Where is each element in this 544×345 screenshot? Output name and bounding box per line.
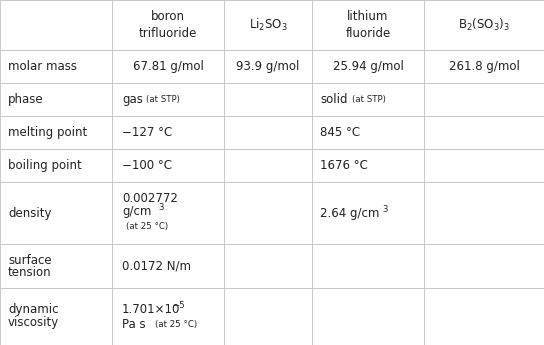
Bar <box>312 149 424 182</box>
Bar <box>424 182 544 244</box>
Text: gas: gas <box>122 93 143 106</box>
Bar <box>224 244 312 288</box>
Bar <box>312 182 424 244</box>
Text: tension: tension <box>8 266 52 278</box>
Text: phase: phase <box>8 93 44 106</box>
Text: molar mass: molar mass <box>8 60 77 73</box>
Text: (at 25 °C): (at 25 °C) <box>126 221 168 230</box>
Bar <box>0 83 112 116</box>
Bar <box>312 244 424 288</box>
Bar <box>312 288 424 345</box>
Bar <box>312 83 424 116</box>
Text: $\mathrm{Li_2SO_3}$: $\mathrm{Li_2SO_3}$ <box>249 17 287 33</box>
Text: 1676 °C: 1676 °C <box>320 159 368 172</box>
Bar <box>224 116 312 149</box>
Text: −100 °C: −100 °C <box>122 159 172 172</box>
Bar <box>112 149 224 182</box>
Text: boron
trifluoride: boron trifluoride <box>139 10 197 40</box>
Bar <box>224 182 312 244</box>
Bar <box>0 116 112 149</box>
Text: 67.81 g/mol: 67.81 g/mol <box>133 60 203 73</box>
Bar <box>424 50 544 83</box>
Bar <box>0 288 112 345</box>
Text: density: density <box>8 207 52 219</box>
Bar <box>112 50 224 83</box>
Text: viscosity: viscosity <box>8 316 59 329</box>
Text: g/cm: g/cm <box>122 205 151 217</box>
Text: 93.9 g/mol: 93.9 g/mol <box>236 60 300 73</box>
Text: 0.0172 N/m: 0.0172 N/m <box>122 259 191 273</box>
Bar <box>0 244 112 288</box>
Text: boiling point: boiling point <box>8 159 82 172</box>
Bar <box>0 149 112 182</box>
Bar <box>424 0 544 50</box>
Bar <box>0 182 112 244</box>
Text: lithium
fluoride: lithium fluoride <box>345 10 391 40</box>
Text: melting point: melting point <box>8 126 87 139</box>
Bar <box>112 182 224 244</box>
Bar <box>224 50 312 83</box>
Text: (at STP): (at STP) <box>352 95 386 104</box>
Bar <box>112 83 224 116</box>
Bar <box>112 116 224 149</box>
Text: $\mathrm{B_2(SO_3)_3}$: $\mathrm{B_2(SO_3)_3}$ <box>458 17 510 33</box>
Text: 261.8 g/mol: 261.8 g/mol <box>449 60 520 73</box>
Bar <box>112 0 224 50</box>
Bar <box>312 0 424 50</box>
Bar <box>224 0 312 50</box>
Text: −127 °C: −127 °C <box>122 126 172 139</box>
Text: surface: surface <box>8 255 52 267</box>
Bar <box>224 288 312 345</box>
Bar <box>424 116 544 149</box>
Text: 845 °C: 845 °C <box>320 126 360 139</box>
Bar <box>424 83 544 116</box>
Bar <box>224 83 312 116</box>
Bar <box>424 288 544 345</box>
Text: 0.002772: 0.002772 <box>122 193 178 206</box>
Text: 1.701×10: 1.701×10 <box>122 303 181 316</box>
Text: dynamic: dynamic <box>8 303 59 316</box>
Bar <box>312 116 424 149</box>
Text: 25.94 g/mol: 25.94 g/mol <box>332 60 404 73</box>
Text: (at 25 °C): (at 25 °C) <box>155 320 197 329</box>
Text: Pa s: Pa s <box>122 318 146 331</box>
Bar <box>424 244 544 288</box>
Bar <box>0 0 112 50</box>
Text: 3: 3 <box>382 205 387 214</box>
Text: solid: solid <box>320 93 348 106</box>
Text: 2.64 g/cm: 2.64 g/cm <box>320 207 379 219</box>
Text: (at STP): (at STP) <box>146 95 180 104</box>
Bar <box>424 149 544 182</box>
Bar <box>0 50 112 83</box>
Bar <box>112 288 224 345</box>
Bar <box>224 149 312 182</box>
Bar <box>112 244 224 288</box>
Text: −5: −5 <box>172 300 185 309</box>
Bar <box>312 50 424 83</box>
Text: 3: 3 <box>158 203 164 211</box>
